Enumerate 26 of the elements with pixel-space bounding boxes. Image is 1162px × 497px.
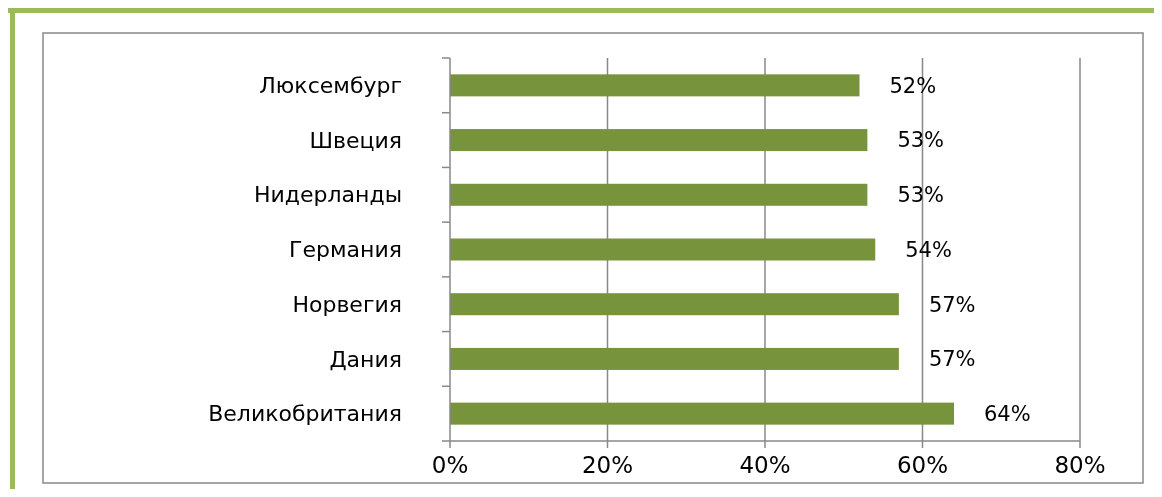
y-tick-label: Дания — [329, 346, 402, 372]
bar — [450, 347, 899, 370]
data-label: 54% — [905, 237, 952, 262]
data-label: 53% — [897, 128, 945, 153]
bar — [450, 402, 954, 425]
data-label: 53% — [897, 183, 945, 208]
bar — [450, 129, 868, 152]
y-tick-label: Норвегия — [292, 291, 402, 317]
bar — [450, 293, 899, 316]
y-tick-label: Нидерланды — [253, 182, 402, 208]
x-tick-label: 60% — [896, 452, 949, 478]
data-label: 64% — [984, 401, 1031, 426]
bar — [450, 74, 860, 97]
y-tick-label: Люксембург — [259, 73, 402, 99]
bar — [450, 183, 868, 206]
x-tick-label: 0% — [431, 452, 469, 478]
data-label: 57% — [928, 347, 976, 372]
x-tick-label: 80% — [1054, 452, 1106, 478]
x-tick-label: 20% — [581, 452, 634, 478]
y-tick-label: Швеция — [309, 127, 402, 153]
y-tick-label: Германия — [289, 237, 402, 263]
data-label: 52% — [889, 73, 937, 98]
x-tick-label: 40% — [739, 452, 791, 478]
bar — [450, 238, 876, 261]
data-label: 57% — [928, 292, 976, 317]
y-tick-label: Великобритания — [208, 401, 402, 427]
